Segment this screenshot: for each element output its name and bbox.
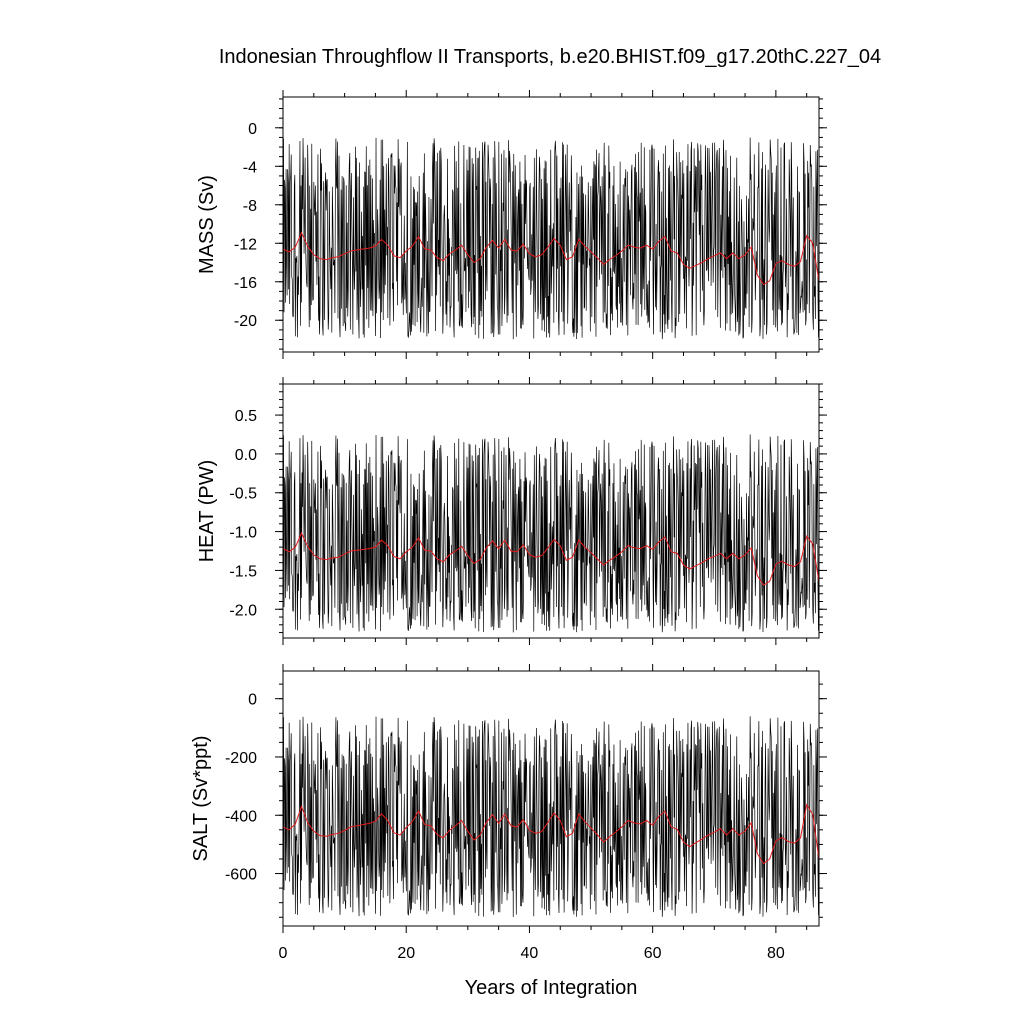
chart-title: Indonesian Throughflow II Transports, b.… [218, 46, 882, 68]
x-tick-label: 80 [767, 945, 785, 962]
y-tick-label: -20 [234, 313, 257, 330]
y-tick-label: -4 [243, 159, 257, 176]
series-monthly-line [283, 716, 819, 918]
series-monthly-line [283, 137, 819, 340]
x-tick-label: 40 [521, 945, 539, 962]
x-axis-label: Years of Integration [464, 977, 638, 999]
y-tick-label: 0.5 [235, 408, 257, 425]
series-smoothed-line [283, 531, 819, 586]
x-tick-label: 20 [397, 945, 415, 962]
plot-frame [282, 670, 820, 927]
y-tick-label: 0.0 [235, 447, 257, 464]
plot-frame [282, 383, 820, 639]
panel-2: 0.5 0.0 -0.5 -1.0 -1.5 -2.0 HEAT (PW) [196, 377, 827, 645]
y-tick-label: -0.5 [229, 486, 257, 503]
panel-3: 0 20 40 60 80 0 -200 -400 -600 SALT (Sv*ppt) [190, 664, 827, 962]
y-tick-label: -12 [234, 236, 257, 253]
x-tick-label: 60 [644, 945, 662, 962]
series-smoothed-line [283, 231, 819, 286]
y-tick-label: 0 [248, 121, 257, 138]
y-tick-label: -200 [225, 750, 257, 767]
y-tick-label: 0 [248, 692, 257, 709]
y-axis-label: HEAT (PW) [196, 460, 218, 563]
y-tick-label: -600 [225, 867, 257, 884]
y-tick-label: -16 [234, 275, 257, 292]
series-monthly-line [283, 434, 819, 633]
y-tick-label: -1.0 [229, 525, 257, 542]
y-axis-label: MASS (Sv) [196, 175, 218, 274]
panel-1: 0 -4 -8 -12 -16 -20 MASS (Sv) [196, 90, 827, 359]
series-smoothed-line [283, 803, 819, 865]
y-tick-label: -400 [225, 808, 257, 825]
y-tick-label: -2.0 [229, 602, 257, 619]
y-tick-label: -1.5 [229, 563, 257, 580]
x-tick-label: 0 [279, 945, 288, 962]
y-axis-label: SALT (Sv*ppt) [190, 736, 212, 862]
y-tick-label: -8 [243, 198, 257, 215]
